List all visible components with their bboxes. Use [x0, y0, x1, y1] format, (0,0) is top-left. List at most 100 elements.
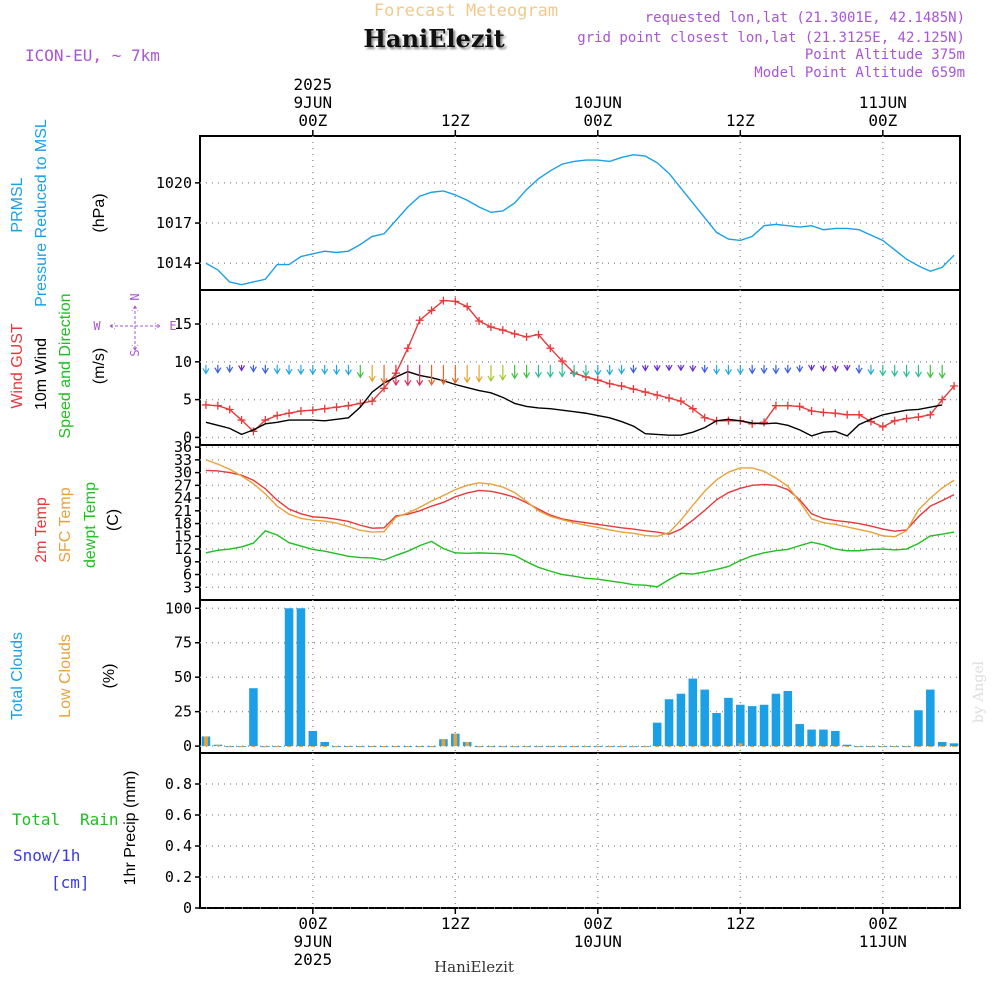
watermark: by Angel	[971, 660, 987, 723]
wind-direction-arrow	[724, 364, 732, 376]
wind-direction-arrow	[285, 364, 293, 376]
cloud-bar	[652, 722, 662, 747]
bottom-time-label: 00Z	[298, 914, 327, 933]
top-time-label: 10JUN	[574, 93, 622, 112]
precip-unit: 1hr Precip (mm)	[122, 771, 139, 886]
top-time-label: 00Z	[868, 111, 897, 130]
cloud-bar	[679, 746, 683, 748]
wind-direction-arrow	[641, 364, 649, 372]
cloud-bar	[690, 746, 695, 748]
wind-direction-arrow	[618, 364, 626, 375]
precipitation-ytick-label: 0.8	[165, 775, 192, 793]
wind-marker	[676, 397, 685, 406]
pressure-ytick-label: 1020	[156, 174, 192, 192]
chart-header: Forecast Meteogram HaniElezit ICON-EU, ~…	[25, 1, 965, 81]
wind-marker	[665, 394, 674, 403]
footer-location: HaniElezit	[434, 958, 514, 976]
cloud-bar	[926, 689, 935, 747]
wind-direction-arrow	[368, 364, 376, 383]
cloud-bar	[771, 693, 781, 747]
cloud-bar	[500, 746, 505, 748]
cloud-bar	[417, 746, 422, 748]
temp-dewpt-label: dewpt Temp	[82, 482, 99, 568]
temperature-series-1	[205, 459, 955, 538]
cloud-bar	[762, 746, 766, 748]
temperature-ytick-label: 12	[174, 540, 192, 558]
wind-marker	[700, 413, 709, 422]
cloud-bar	[477, 746, 481, 748]
wind-direction-arrow	[819, 364, 827, 373]
cloud-bar	[239, 746, 244, 748]
wind-direction-arrow	[238, 364, 246, 372]
location-title: HaniElezit	[363, 24, 504, 53]
temperature-ytick-label: 24	[174, 489, 192, 507]
panel-clouds: 0 25 50 75 100	[165, 599, 961, 755]
wind-marker	[534, 330, 543, 339]
wind-marker	[807, 406, 816, 415]
wind-marker	[795, 402, 804, 411]
cloud-bar	[869, 746, 873, 748]
top-time-label: 12Z	[726, 111, 755, 130]
temperature-ytick-label: 21	[174, 502, 192, 520]
wind-direction-arrow	[736, 364, 744, 376]
wind-marker	[273, 411, 282, 420]
cloud-bar	[284, 608, 294, 747]
wind-direction-arrow	[831, 364, 839, 373]
precipitation-ytick-label: 0.2	[165, 868, 192, 886]
temp-sfc-label: SFC Temp	[57, 487, 74, 562]
wind-marker	[926, 410, 935, 419]
wind-direction-arrow	[689, 364, 697, 373]
wind-direction-arrow	[523, 364, 531, 379]
wind-marker	[558, 357, 567, 366]
cloud-bar	[785, 746, 790, 748]
wind-direction-arrow	[677, 364, 685, 372]
cloud-bar	[937, 741, 947, 747]
cloud-bar	[880, 746, 885, 748]
precipitation-ytick-label: 0.4	[165, 837, 192, 855]
wind-marker	[950, 382, 959, 391]
top-time-label: 2025	[294, 75, 333, 94]
wind-direction-arrow	[534, 364, 542, 379]
pressure-sublabel: Pressure Reduced to MSL	[33, 119, 50, 307]
bottom-time-label: 12Z	[441, 914, 470, 933]
cloud-bar	[747, 706, 757, 747]
wind-marker	[510, 329, 519, 338]
wind-marker	[890, 416, 899, 425]
pressure-ytick-label: 1014	[156, 254, 192, 272]
cloud-bar	[287, 746, 291, 748]
wind-direction-arrow	[404, 364, 412, 387]
cloud-bar	[724, 697, 733, 747]
wind-direction-arrow	[582, 364, 590, 377]
wind-direction-arrow	[701, 364, 709, 374]
pressure-ytick-label: 1017	[156, 214, 192, 232]
cloud-bar	[688, 678, 698, 747]
temperature-ytick-label: 3	[183, 578, 192, 596]
cloud-bar	[249, 688, 258, 747]
wind-direction-arrow	[499, 364, 507, 381]
model-altitude: Model Point Altitude 659m	[754, 65, 965, 81]
wind-direction-arrow	[356, 364, 364, 379]
low-clouds-label: Low Clouds	[57, 634, 74, 718]
wind-direction-arrow	[926, 364, 934, 379]
cloud-bar	[940, 746, 945, 748]
cloud-bar	[524, 746, 529, 748]
wind-ytick-label: 5	[183, 391, 192, 409]
cloud-bar	[783, 690, 793, 747]
clouds-unit: (%)	[101, 664, 118, 689]
temperature-ytick-label: 6	[183, 566, 192, 584]
wind-marker	[605, 379, 614, 388]
clouds-ytick-label: 50	[174, 668, 192, 686]
wind-marker	[451, 297, 460, 306]
wind-marker	[380, 384, 389, 393]
wind-marker	[296, 406, 305, 415]
wind-direction-arrow	[570, 364, 578, 378]
bottom-time-label: 11JUN	[859, 932, 907, 951]
wind-direction-arrow	[867, 364, 875, 376]
cloud-bar	[263, 746, 268, 748]
cloud-bar	[489, 746, 493, 748]
wind-series-0	[205, 299, 955, 433]
wind-marker	[427, 306, 436, 315]
wind-direction-arrow	[463, 364, 471, 384]
cloud-bar	[700, 689, 709, 747]
clouds-ytick-label: 25	[174, 703, 192, 721]
